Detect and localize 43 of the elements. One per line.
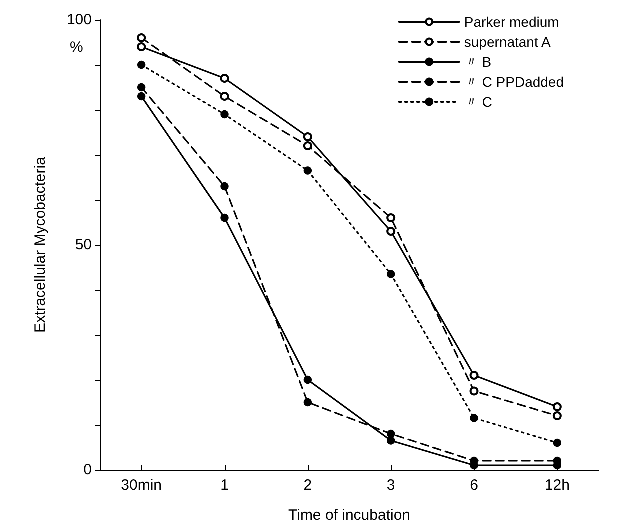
- point: [137, 60, 146, 70]
- point: [304, 376, 312, 384]
- point: [137, 34, 146, 42]
- point: [137, 92, 146, 101]
- x-tick-label: 1: [220, 477, 229, 494]
- point: [220, 92, 230, 101]
- x-tick-label: 2: [304, 477, 312, 494]
- text: %: [70, 39, 84, 56]
- point: [303, 132, 312, 142]
- x-tick-label: 3: [386, 477, 396, 494]
- point: [470, 386, 479, 396]
- point: [386, 430, 396, 438]
- y-axis-title: Extracellular Mycobacteria: [32, 156, 49, 333]
- point: [220, 74, 230, 83]
- y-tick-label: 50: [75, 236, 92, 254]
- point: [304, 398, 312, 407]
- point: [386, 214, 396, 222]
- point: [552, 402, 562, 412]
- point: [220, 182, 229, 191]
- x-tick-label: 12h: [544, 477, 570, 494]
- y-tick-label: 100: [66, 12, 92, 28]
- point: [303, 142, 312, 150]
- point: [137, 83, 146, 92]
- point: [137, 42, 146, 52]
- point: [220, 110, 229, 119]
- x-axis-title: Time of incubation: [288, 507, 411, 524]
- point: [386, 270, 396, 278]
- point: [220, 214, 229, 222]
- y-tick-label: 0: [84, 462, 92, 478]
- x-tick-label: 6: [470, 477, 478, 494]
- legend-label: supernatant A: [464, 34, 552, 50]
- legend-label: Parker medium: [464, 14, 560, 30]
- point: [304, 166, 312, 175]
- legend-label: 〃 B: [464, 54, 492, 70]
- point: [470, 371, 479, 380]
- point: [470, 414, 478, 422]
- x-tick-label: 30min: [121, 477, 162, 494]
- point: [386, 436, 396, 445]
- point: [386, 227, 396, 236]
- legend-label: 〃 C: [464, 94, 492, 110]
- point: [553, 438, 562, 448]
- point: [552, 412, 562, 420]
- legend-label: 〃 C PPDadded: [464, 74, 564, 90]
